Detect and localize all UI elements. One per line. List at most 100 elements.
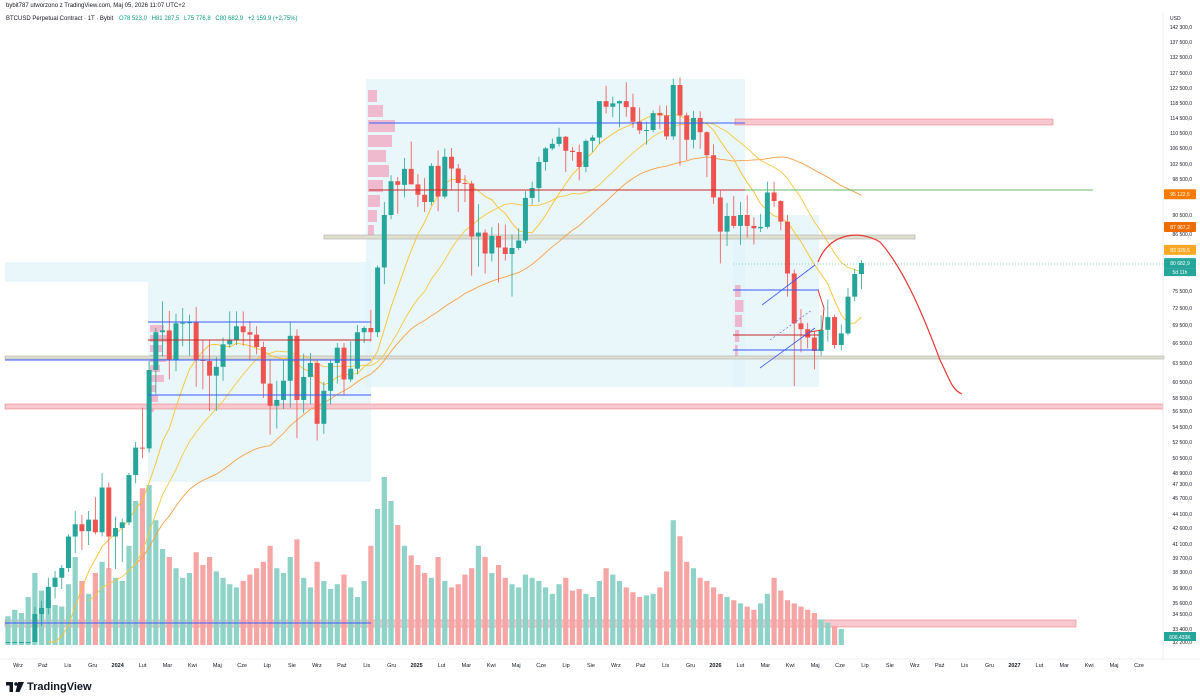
volume-bar: [556, 584, 562, 645]
volume-bar: [180, 577, 186, 645]
volume-bar: [717, 593, 723, 645]
time-axis-label: Maj: [1110, 663, 1119, 669]
symbol-legend[interactable]: BTCUSD Perpetual Contract · 1T · Bybit O…: [6, 16, 300, 22]
volume-bar: [5, 616, 11, 645]
volume-bar: [818, 619, 824, 645]
candle-body: [294, 335, 300, 400]
profile-bg-panel: [5, 262, 148, 282]
candle-body: [549, 143, 555, 149]
time-axis-label: Cze: [835, 663, 845, 669]
candle-body: [113, 528, 119, 537]
volume-bar: [576, 589, 582, 645]
moving-average-line: [88, 122, 862, 602]
price-tick-label: 66 500,0: [1173, 341, 1193, 347]
price-tick-label: 38 300,0: [1173, 570, 1193, 576]
candle-body: [845, 296, 851, 334]
volume-bar: [86, 593, 92, 645]
tradingview-logo[interactable]: TradingView: [6, 680, 92, 694]
candle-body: [361, 328, 367, 333]
candle-body: [25, 642, 31, 643]
candle-body: [838, 333, 844, 345]
candle-body: [818, 329, 824, 351]
price-tick-label: 69 500,0: [1173, 323, 1193, 329]
price-tick-label: 90 500,0: [1173, 213, 1193, 219]
volume-profile-bar: [150, 375, 164, 382]
price-tick-label: 44 100,0: [1173, 512, 1193, 518]
volume-bar: [254, 568, 260, 645]
candle-body: [724, 215, 730, 232]
volume-badge: [1164, 632, 1196, 641]
volume-bar: [375, 509, 381, 645]
volume-bar: [475, 545, 481, 645]
time-axis-label: Kwi: [487, 663, 496, 669]
candle-body: [92, 519, 98, 533]
price-tick-label: 72 500,0: [1173, 306, 1193, 312]
time-axis-label: Paź: [935, 663, 945, 669]
time-axis-label: Wrz: [611, 663, 621, 669]
candle-body: [583, 140, 589, 167]
volume-bar: [52, 605, 58, 645]
time-axis-label: Lis: [961, 663, 968, 669]
candle-body: [408, 168, 414, 185]
candle-body: [193, 322, 199, 360]
candle-body: [603, 101, 609, 107]
candle-body: [677, 85, 683, 116]
candle-body: [368, 328, 374, 333]
profile-bg-panel: [366, 79, 745, 387]
volume-bar: [791, 603, 797, 645]
price-tick-label: 60 500,0: [1173, 380, 1193, 386]
candle-body: [617, 101, 623, 104]
volume-bar: [314, 561, 320, 645]
time-axis-label: Mar: [761, 663, 771, 669]
volume-bar: [563, 577, 569, 645]
time-axis-label: Mar: [1060, 663, 1070, 669]
volume-profile-bar: [368, 180, 383, 192]
close-value: C80 682,9: [215, 16, 244, 22]
candle-body: [704, 132, 710, 156]
supply-zone: [734, 118, 1054, 126]
volume-profile-bar: [735, 330, 740, 342]
candle-body: [126, 475, 132, 523]
candle-body: [610, 103, 616, 107]
volume-profile-bar: [368, 105, 383, 117]
candle-body: [690, 118, 696, 140]
author-line: bybit787 utworzono z TradingView.com, Ma…: [6, 3, 186, 9]
candle-body: [643, 130, 649, 131]
ma-price-badge-text: 95 122,5: [1170, 192, 1190, 198]
time-axis-label: 2027: [1008, 663, 1020, 669]
time-axis-label: Mar: [163, 663, 173, 669]
volume-bar: [684, 561, 690, 645]
volume-bar: [186, 573, 193, 645]
volume-bar: [72, 557, 78, 645]
volume-profile-bar: [368, 195, 380, 207]
volume-bar: [509, 584, 515, 645]
candle-body: [233, 326, 239, 340]
candle-body: [670, 85, 676, 137]
tradingview-logo-icon: [6, 682, 24, 692]
volume-bar: [758, 603, 764, 645]
symbol-name[interactable]: BTCUSD Perpetual Contract · 1T · Bybit: [6, 16, 114, 22]
candle-body: [771, 192, 777, 202]
candle-body: [778, 201, 784, 222]
time-axis-label: 2026: [709, 663, 721, 669]
candle-body: [307, 363, 313, 377]
time-axis-label: Paź: [337, 663, 347, 669]
candle-body: [650, 113, 656, 130]
candle-body: [274, 399, 280, 406]
candle-body: [576, 152, 582, 167]
volume-bar: [637, 597, 643, 645]
volume-bar: [166, 557, 172, 645]
candle-body: [630, 107, 636, 122]
candle-body: [435, 165, 441, 197]
time-axis-label: Lut: [438, 663, 446, 669]
volume-bar: [778, 590, 784, 645]
volume-bar: [361, 581, 367, 645]
volume-bar: [327, 589, 334, 645]
volume-bar: [442, 581, 448, 645]
volume-bar: [25, 597, 31, 645]
volume-bar: [173, 568, 179, 645]
volume-bar: [422, 573, 428, 645]
candle-body: [791, 273, 797, 324]
volume-bar: [59, 606, 65, 645]
